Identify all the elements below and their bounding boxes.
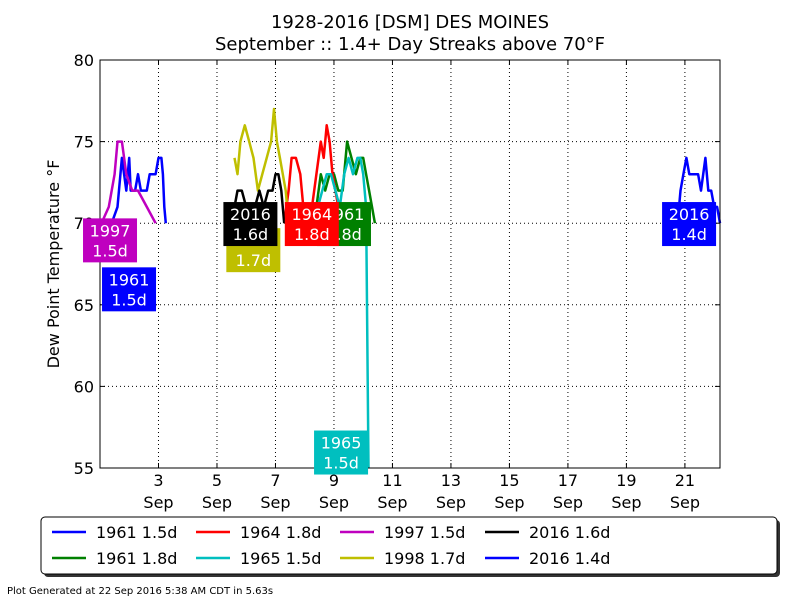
x-tick-label: Sep (319, 493, 349, 512)
chart-title-block: 1928-2016 [DSM] DES MOINES September :: … (215, 12, 605, 55)
series-label-duration: 1.4d (671, 225, 707, 244)
x-tick-label: 7 (270, 471, 280, 490)
x-tick-label: 21 (675, 471, 695, 490)
series-label-year: 1997 (90, 221, 131, 240)
legend-label: 1965 1.5d (240, 549, 321, 568)
series-line (315, 140, 377, 224)
series-label-box (102, 267, 157, 312)
legend-item: 1997 1.5d (340, 523, 465, 542)
gridlines (100, 60, 720, 468)
legend-item: 2016 1.4d (485, 549, 610, 568)
legend-item: 1961 1.5d (52, 523, 177, 542)
x-tick-label: Sep (260, 493, 290, 512)
legend-item: 1961 1.8d (52, 549, 177, 568)
y-axis-label: Dew Point Temperature °F (44, 160, 63, 369)
y-tick-label: 80 (74, 51, 94, 70)
x-tick-label: 19 (616, 471, 636, 490)
legend-item: 1998 1.7d (340, 549, 465, 568)
legend-label: 2016 1.4d (529, 549, 610, 568)
x-tick-label: 5 (212, 471, 222, 490)
x-tick-label: Sep (611, 493, 641, 512)
series-label-duration: 1.5d (92, 241, 128, 260)
legend-label: 1997 1.5d (384, 523, 465, 542)
x-tick-label: 3 (153, 471, 163, 490)
series-group (100, 107, 722, 469)
series-line (312, 156, 370, 469)
series-line (101, 156, 168, 225)
series-label-box (223, 202, 278, 247)
legend-label: 1998 1.7d (384, 549, 465, 568)
x-tick-label: 11 (382, 471, 402, 490)
legend-label: 1964 1.8d (240, 523, 321, 542)
series-label-duration: 1.5d (111, 290, 147, 309)
footer-generated: Plot Generated at 22 Sep 2016 5:38 AM CD… (7, 586, 273, 597)
legend-item: 1965 1.5d (196, 549, 321, 568)
x-tick-label: Sep (202, 493, 232, 512)
y-tick-label: 65 (74, 296, 94, 315)
series-label-year: 1964 (291, 205, 332, 224)
series-line (233, 107, 290, 224)
series-label-box (83, 218, 138, 263)
legend: 1961 1.5d 1961 1.8d 1964 1.8d 1965 1.5d 1997… (40, 516, 780, 577)
x-tick-label: Sep (377, 493, 407, 512)
x-tick-label: 9 (329, 471, 339, 490)
series-labels: 19611.5d19611.8d19641.8d19651.5d19971.5d… (83, 202, 717, 475)
plot-frame (99, 59, 721, 469)
x-tick-label: Sep (670, 493, 700, 512)
series-label-box (284, 202, 339, 247)
x-tick-label: 17 (558, 471, 578, 490)
chart-title: 1928-2016 [DSM] DES MOINES (271, 12, 549, 33)
chart-subtitle: September :: 1.4+ Day Streaks above 70°F (215, 34, 605, 55)
legend-label: 1961 1.8d (96, 549, 177, 568)
y-tick-label: 75 (74, 133, 94, 152)
legend-item: 1964 1.8d (196, 523, 321, 542)
x-tick-label: Sep (553, 493, 583, 512)
series-label-year: 1965 (321, 434, 362, 453)
series-line (230, 172, 286, 224)
series-label-duration: 1.8d (294, 225, 330, 244)
x-tick-label: Sep (436, 493, 466, 512)
series-label-year: 1961 (109, 270, 150, 289)
x-tick-label: 13 (441, 471, 461, 490)
legend-items: 1961 1.5d 1961 1.8d 1964 1.8d 1965 1.5d 1997… (52, 523, 610, 568)
series-label-duration: 1.7d (236, 251, 272, 270)
series-label-box (662, 202, 717, 247)
legend-label: 2016 1.6d (529, 523, 610, 542)
series-line (100, 140, 157, 224)
series-label-duration: 1.6d (233, 225, 269, 244)
legend-item: 2016 1.6d (485, 523, 610, 542)
x-tick-label: Sep (494, 493, 524, 512)
series-label-year: 2016 (669, 205, 710, 224)
y-tick-label: 60 (74, 377, 94, 396)
series-label-duration: 1.5d (323, 454, 359, 473)
legend-label: 1961 1.5d (96, 523, 177, 542)
y-tick-label: 55 (74, 459, 94, 478)
x-tick-label: Sep (143, 493, 173, 512)
axis-ticks: 5560657075803Sep5Sep7Sep9Sep11Sep13Sep15… (74, 51, 720, 512)
x-tick-label: 15 (499, 471, 519, 490)
series-label-box (314, 430, 369, 475)
series-label-year: 2016 (230, 205, 271, 224)
